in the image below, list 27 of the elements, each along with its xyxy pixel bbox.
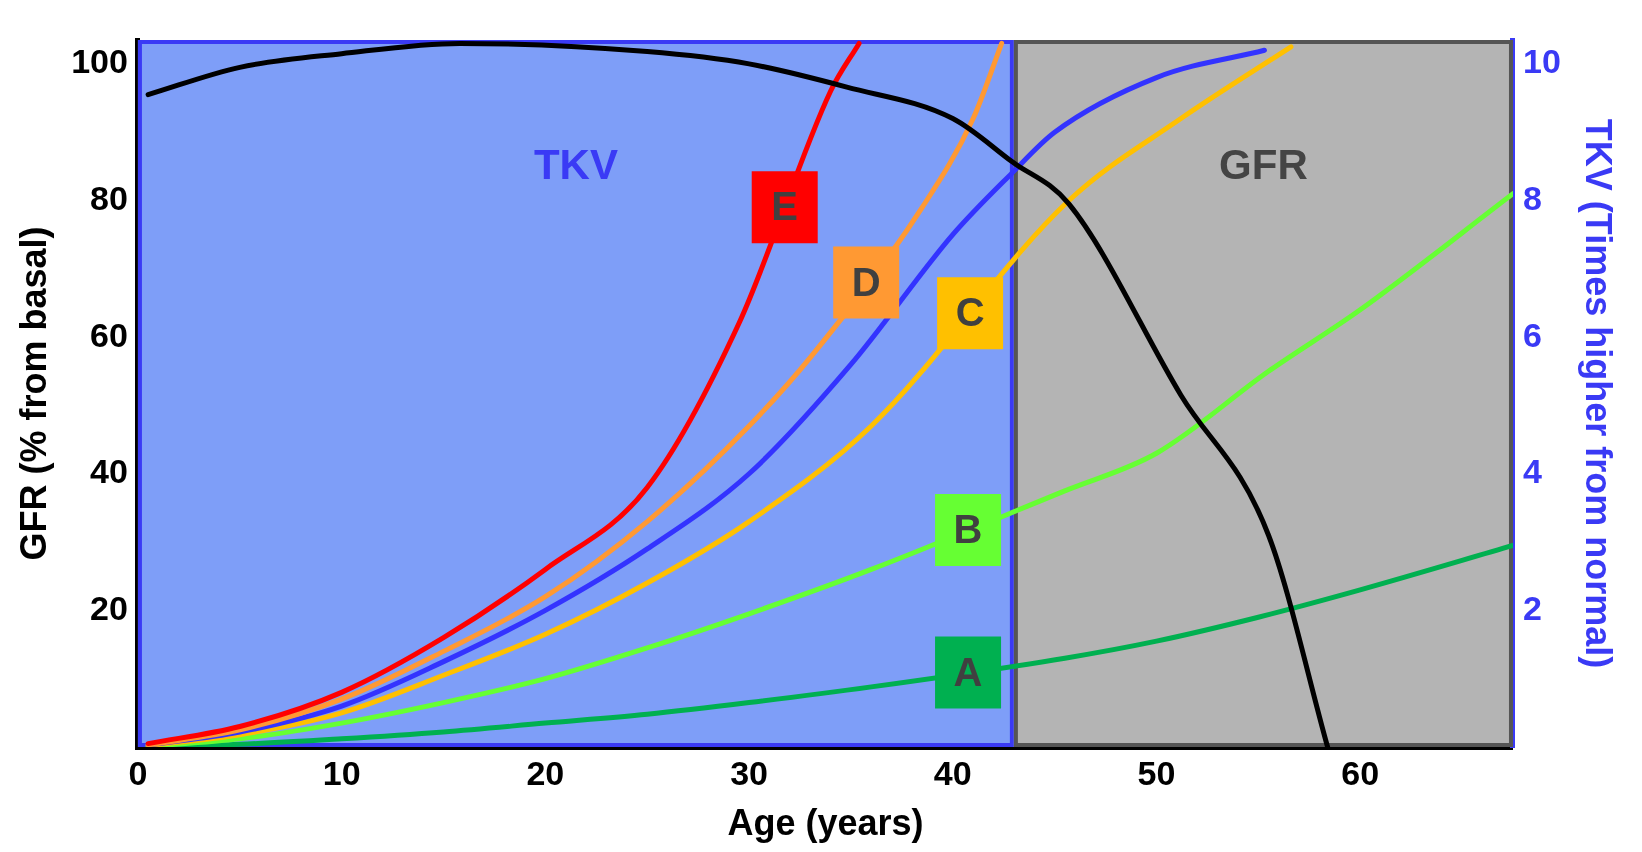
x-axis-title: Age (years) xyxy=(727,802,924,844)
y-tick-label: 60 xyxy=(90,315,128,354)
band-label: GFR xyxy=(1219,140,1308,188)
y-tick-label: 20 xyxy=(90,588,128,627)
y2-axis-title: TKV (Times higher from normal) xyxy=(1578,118,1620,669)
y2-tick-label: 10 xyxy=(1522,42,1561,81)
y-tick-label: 40 xyxy=(90,452,128,491)
x-tick-label: 50 xyxy=(1137,753,1176,792)
y-axis-title: GFR (% from basal) xyxy=(12,226,54,561)
x-tick-label: 60 xyxy=(1341,753,1380,792)
x-tick-label: 30 xyxy=(730,753,768,792)
y2-tick-label: 2 xyxy=(1522,588,1542,627)
series-label: D xyxy=(851,259,881,304)
y-tick-label: 80 xyxy=(90,178,128,217)
band-label: TKV xyxy=(533,140,618,188)
x-tick-label: 0 xyxy=(128,753,148,792)
y2-tick-label: 6 xyxy=(1522,315,1542,354)
y-tick-label: 100 xyxy=(71,42,128,81)
y2-tick-label: 8 xyxy=(1522,178,1542,217)
series-label: C xyxy=(955,290,985,335)
x-tick-label: 40 xyxy=(933,753,972,792)
series-label: B xyxy=(953,507,983,552)
y2-tick-label: 4 xyxy=(1522,452,1542,491)
series-label: A xyxy=(953,649,983,694)
x-tick-label: 20 xyxy=(526,753,565,792)
x-tick-label: 10 xyxy=(322,753,361,792)
series-label: E xyxy=(771,184,799,229)
